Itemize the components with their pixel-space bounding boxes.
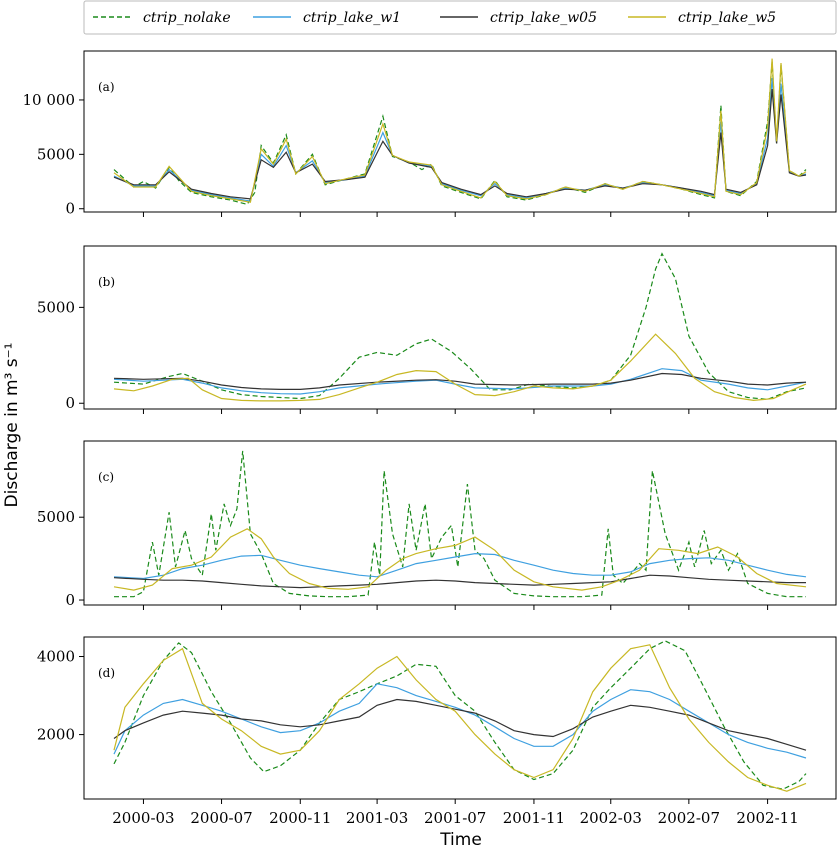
x-tick-label: 2002-07 [658,809,720,827]
y-tick-label: 5000 [37,145,75,163]
panel-frame [83,245,837,410]
y-tick-label: 2000 [37,726,75,744]
panel-frame [83,50,837,213]
panel-1: (b) 0 5000 [37,245,837,414]
x-tick-label: 2000-03 [112,809,174,827]
legend-label-ctrip_lake_w5: ctrip_lake_w5 [678,10,776,26]
series-line-ctrip_lake_w1 [113,552,807,580]
legend-label-ctrip_lake_w05: ctrip_lake_w05 [490,10,597,26]
series-line-ctrip_nolake [113,640,807,790]
y-tick-label: 10 000 [23,91,76,109]
series-line-ctrip_lake_w5 [113,528,807,591]
y-tick-label: 0 [65,200,75,218]
series-line-ctrip_lake_w5 [113,333,807,402]
x-tick-label: 2001-03 [346,809,408,827]
series-line-ctrip_lake_w05 [113,89,807,200]
panels: (a) 0 5000 10 000 (b) 0 5000 (c) 0 5000 (d) 2000 400… [23,50,837,827]
series-line-ctrip_nolake [114,450,806,598]
x-tick-label: 2000-11 [269,809,331,827]
series-line-ctrip_lake_w1 [113,683,807,759]
panel-0: (a) 0 5000 10 000 [23,50,837,218]
panel-frame [83,440,837,606]
x-tick-label: 2001-07 [424,809,486,827]
x-tick-label: 2000-07 [190,809,252,827]
series-line-ctrip_nolake [113,252,807,401]
x-tick-label: 2001-11 [503,809,565,827]
x-tick-label: 2002-11 [736,809,798,827]
panel-2: (c) 0 5000 [37,440,837,610]
panel-3: (d) 2000 4000 2000-03 2000-07 2000-11 2001-03 2… [37,636,837,827]
series-line-ctrip_lake_w05 [113,698,807,751]
series-line-ctrip_lake_w05 [113,372,807,390]
legend-label-ctrip_nolake: ctrip_nolake [143,10,231,26]
y-tick-label: 5000 [37,298,75,316]
legend-label-ctrip_lake_w1: ctrip_lake_w1 [303,10,401,26]
panel-frame [83,636,837,800]
panel-label: (d) [98,666,115,680]
panel-label: (b) [98,275,115,289]
series-line-ctrip_lake_w1 [113,78,807,202]
panel-label: (c) [98,470,114,484]
panel-label: (a) [98,80,115,94]
series-line-ctrip_nolake [113,61,807,206]
series-line-ctrip_lake_w5 [113,58,807,203]
x-tick-label: 2002-03 [580,809,642,827]
y-tick-label: 5000 [37,508,75,526]
series-line-ctrip_lake_w5 [113,644,807,792]
y-axis-label: Discharge in m³ s⁻¹ [2,343,22,508]
y-tick-label: 0 [65,591,75,609]
series-line-ctrip_lake_w05 [113,574,806,589]
legend: ctrip_nolake ctrip_lake_w1 ctrip_lake_w05 c… [83,0,837,35]
x-axis-label: Time [439,830,482,850]
y-tick-label: 4000 [37,648,75,666]
y-tick-label: 0 [65,394,75,412]
